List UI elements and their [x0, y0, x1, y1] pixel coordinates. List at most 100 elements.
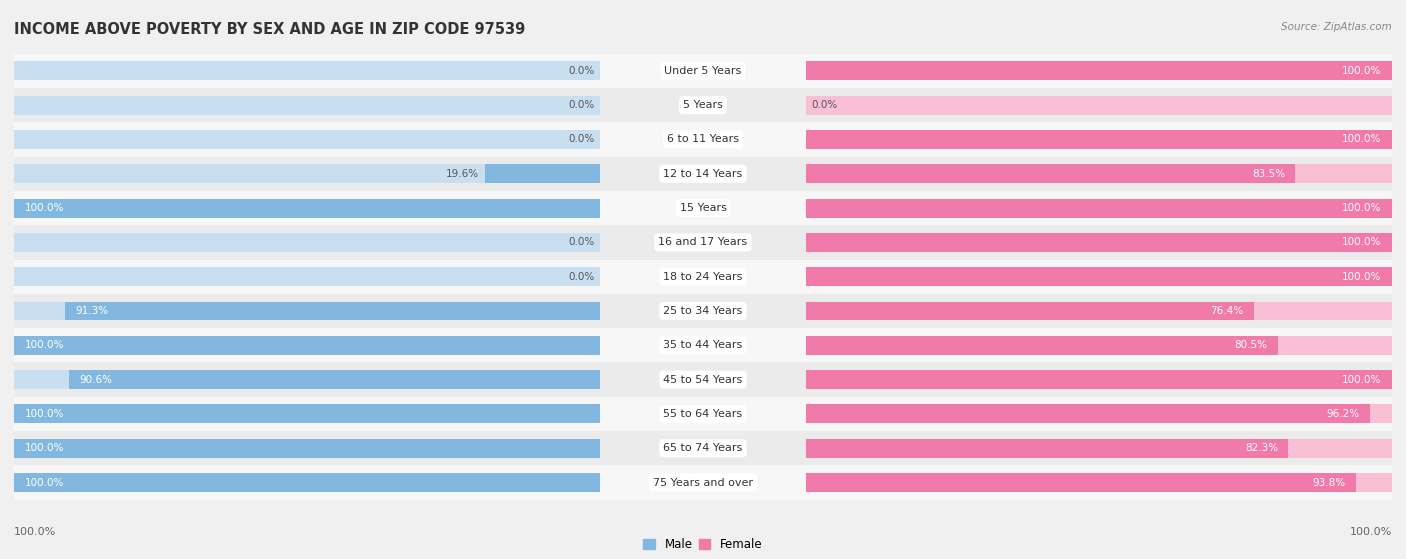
Bar — [807, 61, 1392, 80]
Text: 55 to 64 Years: 55 to 64 Years — [664, 409, 742, 419]
Text: 0.0%: 0.0% — [568, 238, 595, 248]
Bar — [14, 397, 1392, 431]
Text: 0.0%: 0.0% — [568, 135, 595, 144]
Bar — [807, 267, 1392, 286]
Text: 96.2%: 96.2% — [1326, 409, 1360, 419]
Bar — [807, 164, 1295, 183]
Text: 100.0%: 100.0% — [1350, 527, 1392, 537]
Text: 93.8%: 93.8% — [1312, 477, 1346, 487]
Text: 83.5%: 83.5% — [1251, 169, 1285, 179]
Text: 65 to 74 Years: 65 to 74 Years — [664, 443, 742, 453]
Bar — [14, 336, 599, 355]
Bar — [69, 370, 599, 389]
Bar — [807, 198, 1392, 217]
Text: 76.4%: 76.4% — [1211, 306, 1243, 316]
Text: 100.0%: 100.0% — [24, 477, 63, 487]
Bar — [14, 164, 599, 183]
Text: 0.0%: 0.0% — [568, 100, 595, 110]
Text: 80.5%: 80.5% — [1234, 340, 1267, 350]
Bar — [485, 164, 599, 183]
Bar — [807, 405, 1369, 423]
Text: 91.3%: 91.3% — [76, 306, 108, 316]
Bar — [14, 198, 599, 217]
Text: 19.6%: 19.6% — [446, 169, 479, 179]
Text: 45 to 54 Years: 45 to 54 Years — [664, 375, 742, 385]
Bar — [14, 301, 599, 320]
Bar — [14, 233, 599, 252]
Bar — [14, 54, 1392, 88]
Text: 5 Years: 5 Years — [683, 100, 723, 110]
Text: 0.0%: 0.0% — [568, 66, 595, 76]
Text: Source: ZipAtlas.com: Source: ZipAtlas.com — [1281, 22, 1392, 32]
Bar — [14, 405, 599, 423]
Text: 100.0%: 100.0% — [1343, 203, 1382, 213]
Legend: Male, Female: Male, Female — [638, 534, 768, 556]
Bar — [14, 473, 599, 492]
Text: 18 to 24 Years: 18 to 24 Years — [664, 272, 742, 282]
Text: 100.0%: 100.0% — [1343, 272, 1382, 282]
Text: Under 5 Years: Under 5 Years — [665, 66, 741, 76]
Bar — [807, 370, 1392, 389]
Bar — [14, 473, 599, 492]
Bar — [14, 61, 599, 80]
Text: 15 Years: 15 Years — [679, 203, 727, 213]
Text: 100.0%: 100.0% — [1343, 135, 1382, 144]
Text: 100.0%: 100.0% — [1343, 238, 1382, 248]
Bar — [807, 164, 1392, 183]
Text: 0.0%: 0.0% — [568, 272, 595, 282]
Bar — [14, 362, 1392, 397]
Bar — [14, 370, 599, 389]
Bar — [807, 233, 1392, 252]
Text: 90.6%: 90.6% — [80, 375, 112, 385]
Bar — [14, 294, 1392, 328]
Bar — [14, 267, 599, 286]
Bar — [807, 473, 1355, 492]
Bar — [807, 370, 1392, 389]
Bar — [807, 336, 1392, 355]
Text: 25 to 34 Years: 25 to 34 Years — [664, 306, 742, 316]
Text: INCOME ABOVE POVERTY BY SEX AND AGE IN ZIP CODE 97539: INCOME ABOVE POVERTY BY SEX AND AGE IN Z… — [14, 22, 526, 37]
Bar — [807, 130, 1392, 149]
Text: 100.0%: 100.0% — [24, 409, 63, 419]
Bar — [14, 328, 1392, 362]
Text: 35 to 44 Years: 35 to 44 Years — [664, 340, 742, 350]
Bar — [14, 191, 1392, 225]
Text: 100.0%: 100.0% — [1343, 375, 1382, 385]
Bar — [14, 157, 1392, 191]
Text: 16 and 17 Years: 16 and 17 Years — [658, 238, 748, 248]
Bar — [14, 465, 1392, 500]
Text: 100.0%: 100.0% — [24, 443, 63, 453]
Text: 100.0%: 100.0% — [24, 203, 63, 213]
Bar — [807, 233, 1392, 252]
Text: 12 to 14 Years: 12 to 14 Years — [664, 169, 742, 179]
Text: 100.0%: 100.0% — [14, 527, 56, 537]
Bar — [14, 259, 1392, 294]
Bar — [14, 336, 599, 355]
Bar — [807, 336, 1278, 355]
Bar — [14, 122, 1392, 157]
Bar — [14, 88, 1392, 122]
Bar — [807, 439, 1392, 458]
Bar — [14, 198, 599, 217]
Bar — [807, 301, 1254, 320]
Bar — [14, 130, 599, 149]
Bar — [14, 225, 1392, 259]
Bar — [65, 301, 599, 320]
Text: 100.0%: 100.0% — [1343, 66, 1382, 76]
Bar — [14, 439, 599, 458]
Bar — [807, 405, 1392, 423]
Bar — [807, 61, 1392, 80]
Text: 0.0%: 0.0% — [811, 100, 838, 110]
Text: 82.3%: 82.3% — [1244, 443, 1278, 453]
Bar — [807, 96, 1392, 115]
Bar — [14, 405, 599, 423]
Bar — [807, 130, 1392, 149]
Text: 6 to 11 Years: 6 to 11 Years — [666, 135, 740, 144]
Bar — [807, 267, 1392, 286]
Bar — [807, 439, 1288, 458]
Bar — [14, 431, 1392, 465]
Bar — [807, 198, 1392, 217]
Bar — [14, 439, 599, 458]
Text: 100.0%: 100.0% — [24, 340, 63, 350]
Bar — [807, 473, 1392, 492]
